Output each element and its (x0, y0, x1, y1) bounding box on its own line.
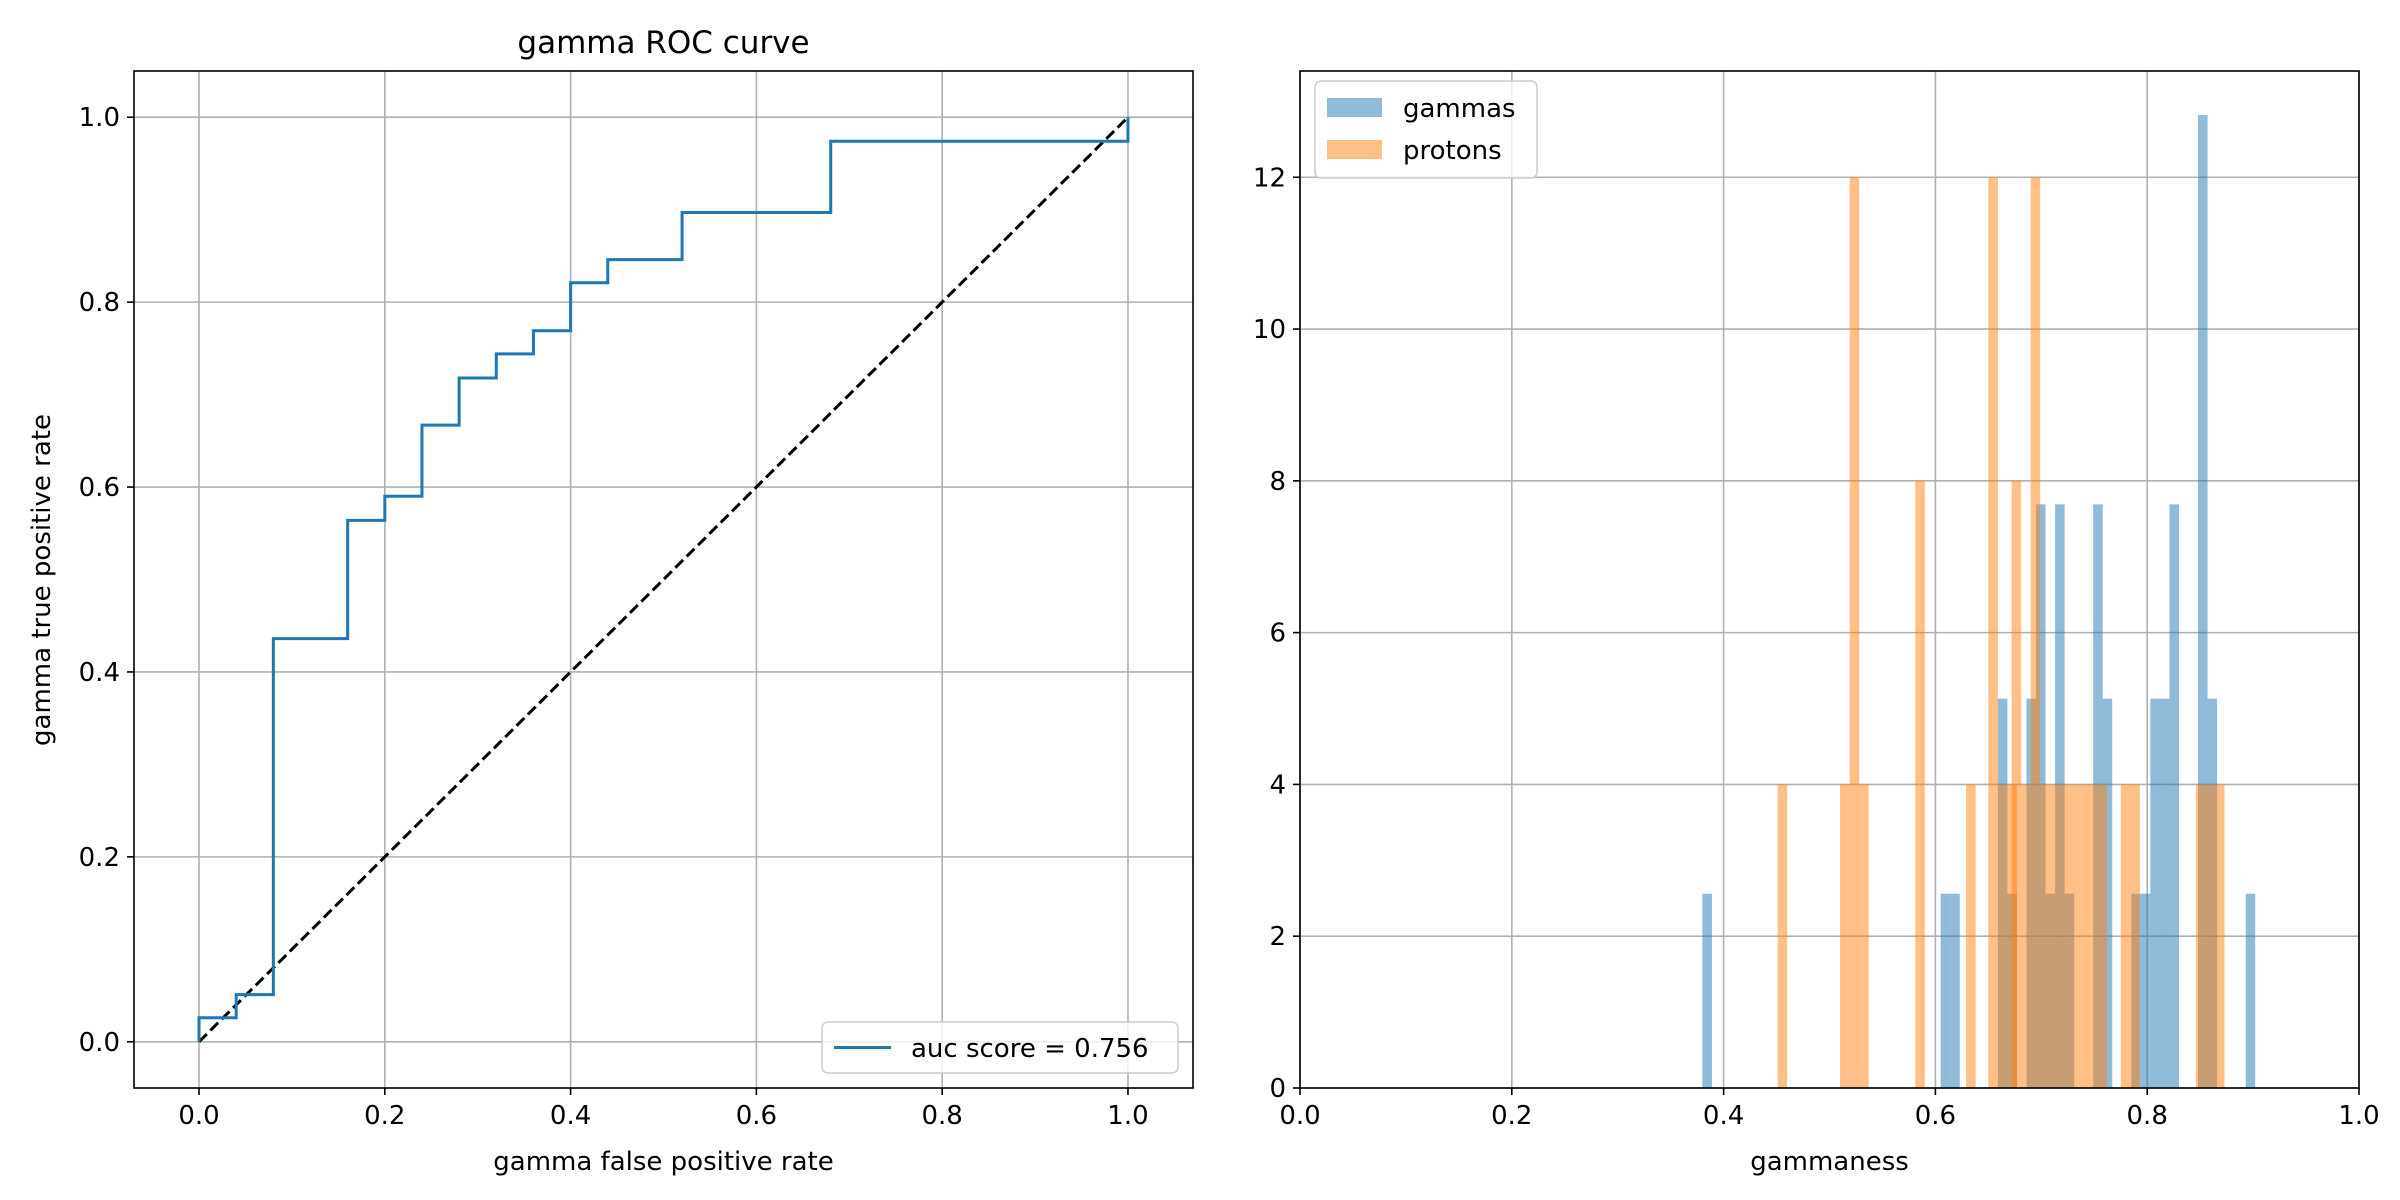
roc-x-tick-label: 0.6 (736, 1101, 777, 1131)
roc-series-group (197, 116, 1130, 1043)
hist-bar-protons (2059, 784, 2069, 1088)
hist-x-ticks: 0.0 0.2 0.4 0.6 0.8 1.0 (1279, 1088, 2380, 1131)
hist-bar-protons (2097, 784, 2107, 1088)
hist-y-tick-label: 6 (1269, 619, 1286, 649)
hist-legend-swatch-protons (1327, 140, 1382, 159)
hist-bar-gammas (1702, 893, 1712, 1088)
hist-bar-protons (2021, 784, 2031, 1088)
hist-x-tick-label: 0.4 (1703, 1101, 1744, 1131)
hist-legend-label-protons: protons (1403, 136, 1502, 166)
hist-y-tick-label: 8 (1269, 467, 1286, 497)
roc-curve-line (197, 117, 1130, 1042)
roc-legend: auc score = 0.756 (821, 1021, 1179, 1074)
hist-bar-protons (2205, 784, 2215, 1088)
hist-y-tick-label: 0 (1269, 1074, 1286, 1104)
roc-y-tick-label: 0.8 (79, 288, 120, 318)
roc-title: gamma ROC curve (517, 25, 809, 61)
hist-plot-frame (1299, 70, 2360, 1089)
roc-x-tick-label: 0.8 (922, 1101, 963, 1131)
hist-y-tick-label: 10 (1253, 315, 1286, 345)
hist-bar-protons (1997, 784, 2008, 1088)
roc-y-tick-label: 1.0 (79, 103, 120, 133)
roc-x-tick-label: 0.2 (364, 1101, 405, 1131)
hist-bar-protons (2130, 784, 2140, 1088)
gammaness-histogram-plot: 0.0 0.2 0.4 0.6 0.8 1.0 0 2 4 6 8 10 12 gammaness g… (1253, 70, 2380, 1177)
hist-legend-label-gammas: gammas (1403, 94, 1516, 124)
roc-y-tick-label: 0.2 (79, 843, 120, 873)
hist-bar-protons (2068, 784, 2079, 1088)
hist-bar-protons (1777, 784, 1788, 1088)
hist-bar-protons (1859, 784, 1869, 1088)
hist-plot-area (1300, 71, 2359, 1088)
hist-legend: gammas protons (1314, 80, 1538, 179)
roc-y-ticks: 0.0 0.2 0.4 0.6 0.8 1.0 (79, 103, 134, 1058)
hist-x-tick-label: 0.8 (2127, 1101, 2168, 1131)
roc-curve-plot: 0.0 0.2 0.4 0.6 0.8 1.0 0.0 0.2 0.4 0.6 0.8 1.0 ga… (27, 25, 1194, 1177)
hist-bar-gammas (2159, 698, 2170, 1088)
hist-y-tick-label: 12 (1253, 163, 1286, 193)
hist-x-axis-label: gammaness (1750, 1147, 1909, 1177)
hist-legend-swatch-gammas (1327, 98, 1382, 117)
hist-bar-protons (2078, 784, 2088, 1088)
roc-y-axis-label: gamma true positive rate (27, 414, 57, 746)
hist-y-ticks: 0 2 4 6 8 10 12 (1253, 163, 1300, 1104)
roc-y-tick-label: 0.6 (79, 473, 120, 503)
roc-y-tick-label: 0.0 (79, 1028, 120, 1058)
roc-legend-box (821, 1021, 1179, 1074)
roc-x-tick-label: 1.0 (1107, 1101, 1148, 1131)
roc-x-tick-label: 0.4 (550, 1101, 591, 1131)
hist-bars-group (1702, 115, 2256, 1089)
hist-bar-protons (1849, 177, 1860, 1088)
hist-bar-protons (1988, 177, 1998, 1088)
hist-bar-gammas (1940, 893, 1951, 1088)
roc-y-tick-label: 0.4 (79, 658, 120, 688)
hist-bar-gammas (2150, 698, 2160, 1088)
hist-bar-protons (1840, 784, 1850, 1088)
roc-grid (134, 71, 1193, 1088)
hist-x-tick-label: 0.2 (1491, 1101, 1532, 1131)
hist-bar-protons (1966, 784, 1976, 1088)
hist-x-tick-label: 0.0 (1279, 1101, 1320, 1131)
hist-bar-protons (2087, 784, 2098, 1088)
hist-bar-gammas (2169, 504, 2179, 1088)
roc-plot-area (134, 71, 1193, 1088)
hist-bar-gammas (2102, 698, 2113, 1088)
hist-bar-gammas (2198, 115, 2208, 1088)
hist-bar-protons (2030, 177, 2041, 1088)
hist-bar-gammas (1950, 893, 1960, 1088)
hist-bar-gammas (2140, 893, 2151, 1088)
hist-bar-protons (2195, 784, 2206, 1088)
hist-bar-protons (2049, 784, 2060, 1088)
hist-bar-protons (2120, 784, 2131, 1088)
roc-x-tick-label: 0.0 (178, 1101, 219, 1131)
roc-chance-diagonal-line (197, 116, 1130, 1043)
roc-x-ticks: 0.0 0.2 0.4 0.6 0.8 1.0 (178, 1088, 1149, 1131)
hist-bar-protons (2040, 784, 2050, 1088)
roc-x-axis-label: gamma false positive rate (493, 1147, 833, 1177)
hist-x-tick-label: 1.0 (2338, 1101, 2379, 1131)
roc-legend-label: auc score = 0.756 (911, 1034, 1149, 1064)
hist-bar-protons (2214, 784, 2225, 1088)
hist-x-tick-label: 0.6 (1915, 1101, 1956, 1131)
hist-y-tick-label: 2 (1269, 922, 1286, 952)
hist-bar-gammas (2245, 893, 2256, 1088)
hist-y-tick-label: 4 (1269, 770, 1286, 800)
roc-plot-frame (133, 70, 1194, 1089)
hist-bar-protons (2011, 480, 2022, 1089)
hist-bar-protons (1915, 480, 1925, 1089)
